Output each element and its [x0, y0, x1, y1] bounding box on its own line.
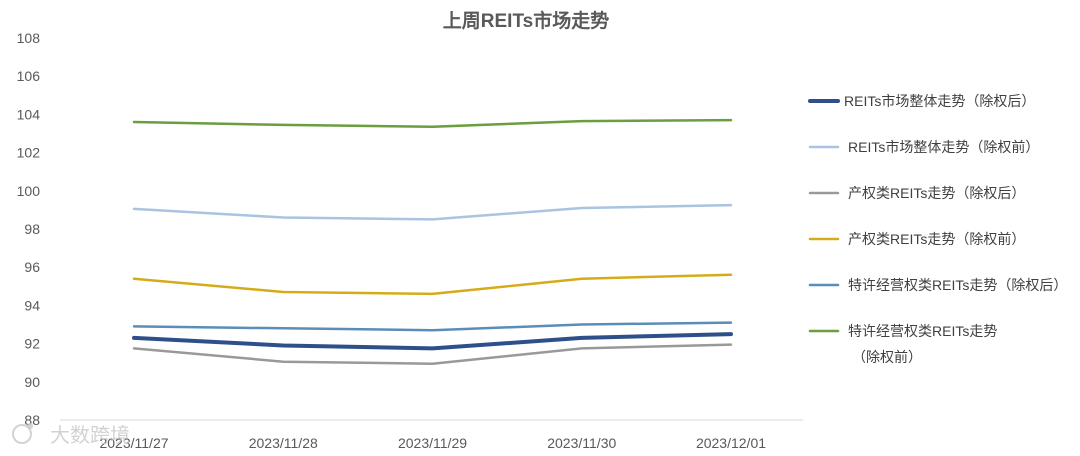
- legend-item: 产权类REITs走势（除权后）: [808, 185, 1025, 201]
- x-tick-label: 2023/11/27: [99, 435, 168, 451]
- y-tick-label: 98: [24, 221, 40, 237]
- legend-label: REITs市场整体走势（除权前）: [848, 139, 1039, 155]
- plot-lines: [132, 118, 733, 365]
- y-tick-label: 106: [17, 68, 41, 84]
- legend-label: 特许经营权类REITs走势（除权后）: [848, 277, 1067, 293]
- y-tick-label: 94: [24, 297, 40, 313]
- legend-label: 特许经营权类REITs走势: [848, 323, 997, 339]
- series-line-6: [132, 118, 733, 129]
- legend-item: 产权类REITs走势（除权前）: [808, 231, 1025, 247]
- x-tick-label: 2023/11/29: [398, 435, 467, 451]
- x-tick-label: 2023/11/30: [547, 435, 616, 451]
- legend: REITs市场整体走势（除权后） REITs市场整体走势（除权前） 产权类REITs…: [808, 93, 1067, 365]
- chart-title: 上周REITs市场走势: [443, 9, 609, 32]
- y-tick-label: 96: [24, 259, 40, 275]
- legend-item: REITs市场整体走势（除权后）: [808, 93, 1035, 109]
- x-tick-label: 2023/12/01: [696, 435, 766, 451]
- legend-label: 产权类REITs走势（除权前）: [848, 231, 1025, 247]
- y-tick-label: 104: [17, 106, 41, 122]
- series-line-2: [132, 203, 733, 221]
- series-line-3: [132, 343, 733, 365]
- series-line-1: [132, 332, 733, 351]
- watermark-text: 大数跨境: [50, 424, 130, 447]
- logo-icon: [12, 423, 33, 444]
- legend-label: 产权类REITs走势（除权后）: [848, 185, 1025, 201]
- legend-item: 特许经营权类REITs走势（除权后）: [808, 277, 1067, 293]
- x-tick-label: 2023/11/28: [249, 435, 318, 451]
- legend-label: （除权前）: [852, 349, 922, 365]
- x-axis: 2023/11/27 2023/11/28 2023/11/29 2023/11/30…: [60, 419, 803, 451]
- legend-label: REITs市场整体走势（除权后）: [844, 93, 1035, 109]
- watermark: 大数跨境: [12, 423, 130, 447]
- series-line-5: [132, 321, 733, 332]
- y-tick-label: 108: [17, 30, 41, 46]
- y-tick-label: 90: [24, 374, 40, 390]
- legend-item: 特许经营权类REITs走势 （除权前）: [808, 323, 997, 365]
- legend-item: REITs市场整体走势（除权前）: [808, 139, 1039, 155]
- series-line-4: [132, 273, 733, 296]
- y-tick-label: 102: [17, 145, 41, 161]
- y-tick-label: 100: [17, 183, 41, 199]
- y-tick-label: 92: [24, 336, 40, 352]
